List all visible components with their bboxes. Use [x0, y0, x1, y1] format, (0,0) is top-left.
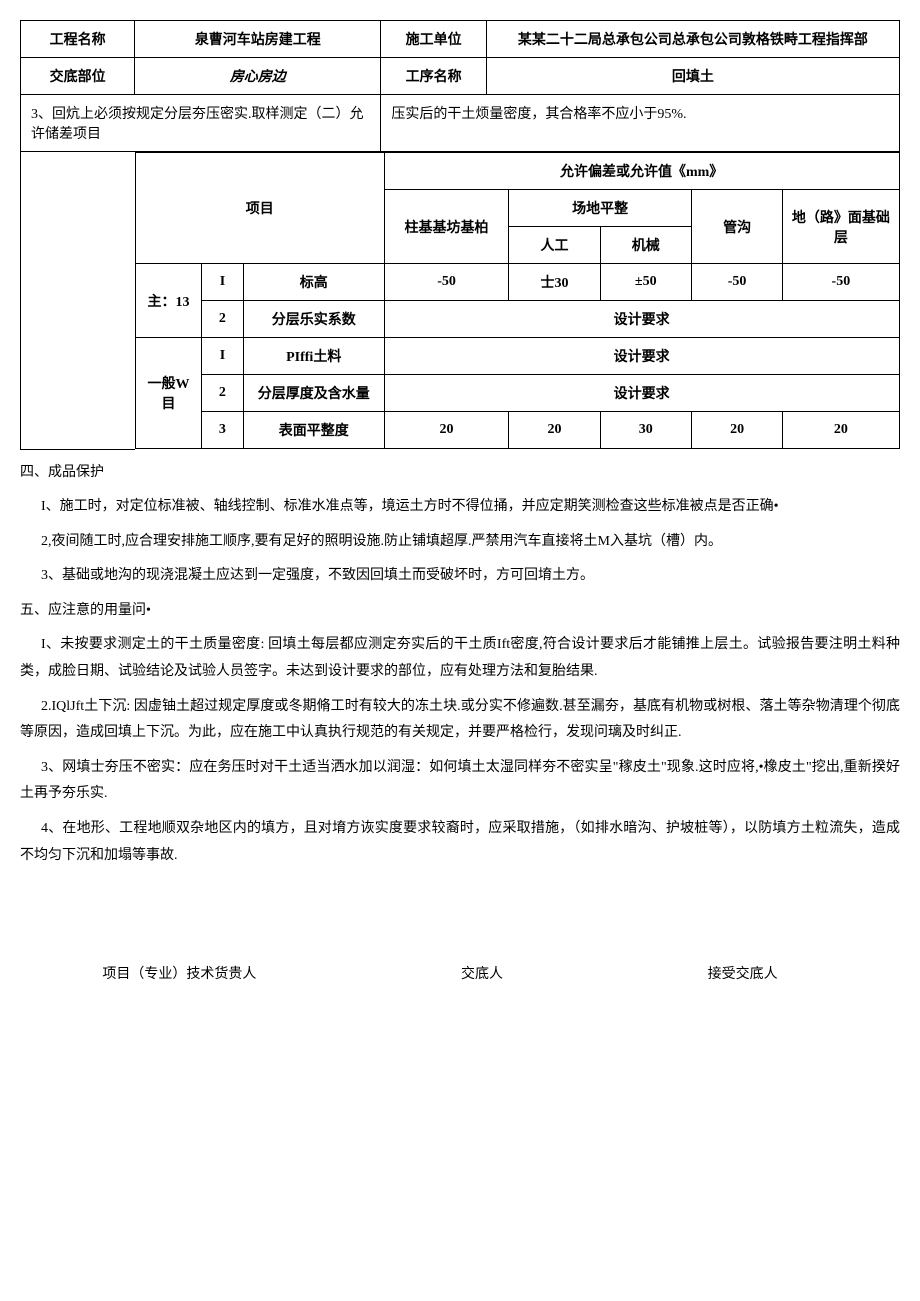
- unit-label: 施工单位: [381, 21, 486, 58]
- proc-value: 回填土: [486, 58, 899, 95]
- proc-label: 工序名称: [381, 58, 486, 95]
- footer-receiver: 接受交底人: [708, 963, 778, 983]
- r1-v2: 士30: [509, 264, 600, 301]
- r1-v1: -50: [384, 264, 509, 301]
- r2-idx: 2: [202, 301, 243, 338]
- unit-value: 某某二十二局总承包公司总承包公司敦格铁畤工程指挥部: [486, 21, 899, 58]
- section5-p1: I、未按要求测定土的干土质量密度: 回填土每层都应测定夯实后的干土质Ift密度,…: [20, 628, 900, 689]
- section4-p3: 3、基础或地沟的现浇混凝土应达到一定强度，不致因回填土而受破坏时，方可回堉土方。: [20, 559, 900, 594]
- section5-p2: 2.IQlJft土下沉: 因虚铀土超过规定厚度或冬期脩工时有较大的冻土块.或分实…: [20, 690, 900, 751]
- pos-label: 交底部位: [21, 58, 135, 95]
- note-left: 3、回炕上必须按规定分层夯压密实.取样测定（二）允许储差项目: [21, 95, 381, 152]
- col-c3: 管沟: [691, 190, 782, 264]
- group2-label: 一般W目: [135, 338, 201, 449]
- section5-p3: 3、网填士夯压不密实：应在务压时对干土适当洒水加以润湿：如何填土太湿同样夯不密实…: [20, 751, 900, 812]
- col-header-allow: 允许偏差或允许值《mm》: [384, 153, 899, 190]
- r1-v5: -50: [783, 264, 899, 301]
- r5-v5: 20: [783, 412, 899, 449]
- r1-v4: -50: [691, 264, 782, 301]
- footer-discloser: 交底人: [461, 963, 503, 983]
- r5-v3: 30: [600, 412, 691, 449]
- section4-title: 四、成品保护: [20, 456, 900, 491]
- r1-name: 标高: [243, 264, 384, 301]
- col-c1: 柱基基坊基柏: [384, 190, 509, 264]
- r5-name: 表面平整度: [243, 412, 384, 449]
- r3-merge: 设计要求: [384, 338, 899, 375]
- col-c2b: 机械: [600, 227, 691, 264]
- r4-merge: 设计要求: [384, 375, 899, 412]
- r2-name: 分层乐实系数: [243, 301, 384, 338]
- r5-v2: 20: [509, 412, 600, 449]
- section5-title: 五、应注意的用量问•: [20, 594, 900, 629]
- col-c2: 场地平整: [509, 190, 692, 227]
- section5-p4: 4、在地形、工程地顺双杂地区内的填方，且对堉方诙实度要求较裔时，应采取措施，（如…: [20, 812, 900, 873]
- col-header-project: 项目: [135, 153, 384, 264]
- col-c4: 地（路》面基础层: [783, 190, 899, 264]
- r5-v1: 20: [384, 412, 509, 449]
- r3-idx: I: [202, 338, 243, 375]
- proj-name: 泉曹河车站房建工程: [135, 21, 381, 58]
- footer-tech-lead: 项目（专业）技术货贵人: [102, 963, 256, 983]
- r5-idx: 3: [202, 412, 243, 449]
- r4-name: 分层厚度及含水量: [243, 375, 384, 412]
- r4-idx: 2: [202, 375, 243, 412]
- group1-label: 主：13: [135, 264, 201, 338]
- r3-name: PIffi土料: [243, 338, 384, 375]
- r1-v3: ±50: [600, 264, 691, 301]
- section4-p1: I、施工时，对定位标准被、轴线控制、标准水准点等，境运土方时不得位捅，并应定期笑…: [20, 490, 900, 525]
- pos-value: 房心房边: [135, 58, 381, 95]
- col-c2a: 人工: [509, 227, 600, 264]
- r1-idx: I: [202, 264, 243, 301]
- section4-p2: 2,夜间随工时,应合理安排施工顺序,要有足好的照明设施.防止铺填超厚.严禁用汽车…: [20, 525, 900, 560]
- r5-v4: 20: [691, 412, 782, 449]
- note-right: 压实后的干土烦量密度，其合格率不应小于95%.: [381, 95, 900, 152]
- proj-name-label: 工程名称: [21, 21, 135, 58]
- r2-merge: 设计要求: [384, 301, 899, 338]
